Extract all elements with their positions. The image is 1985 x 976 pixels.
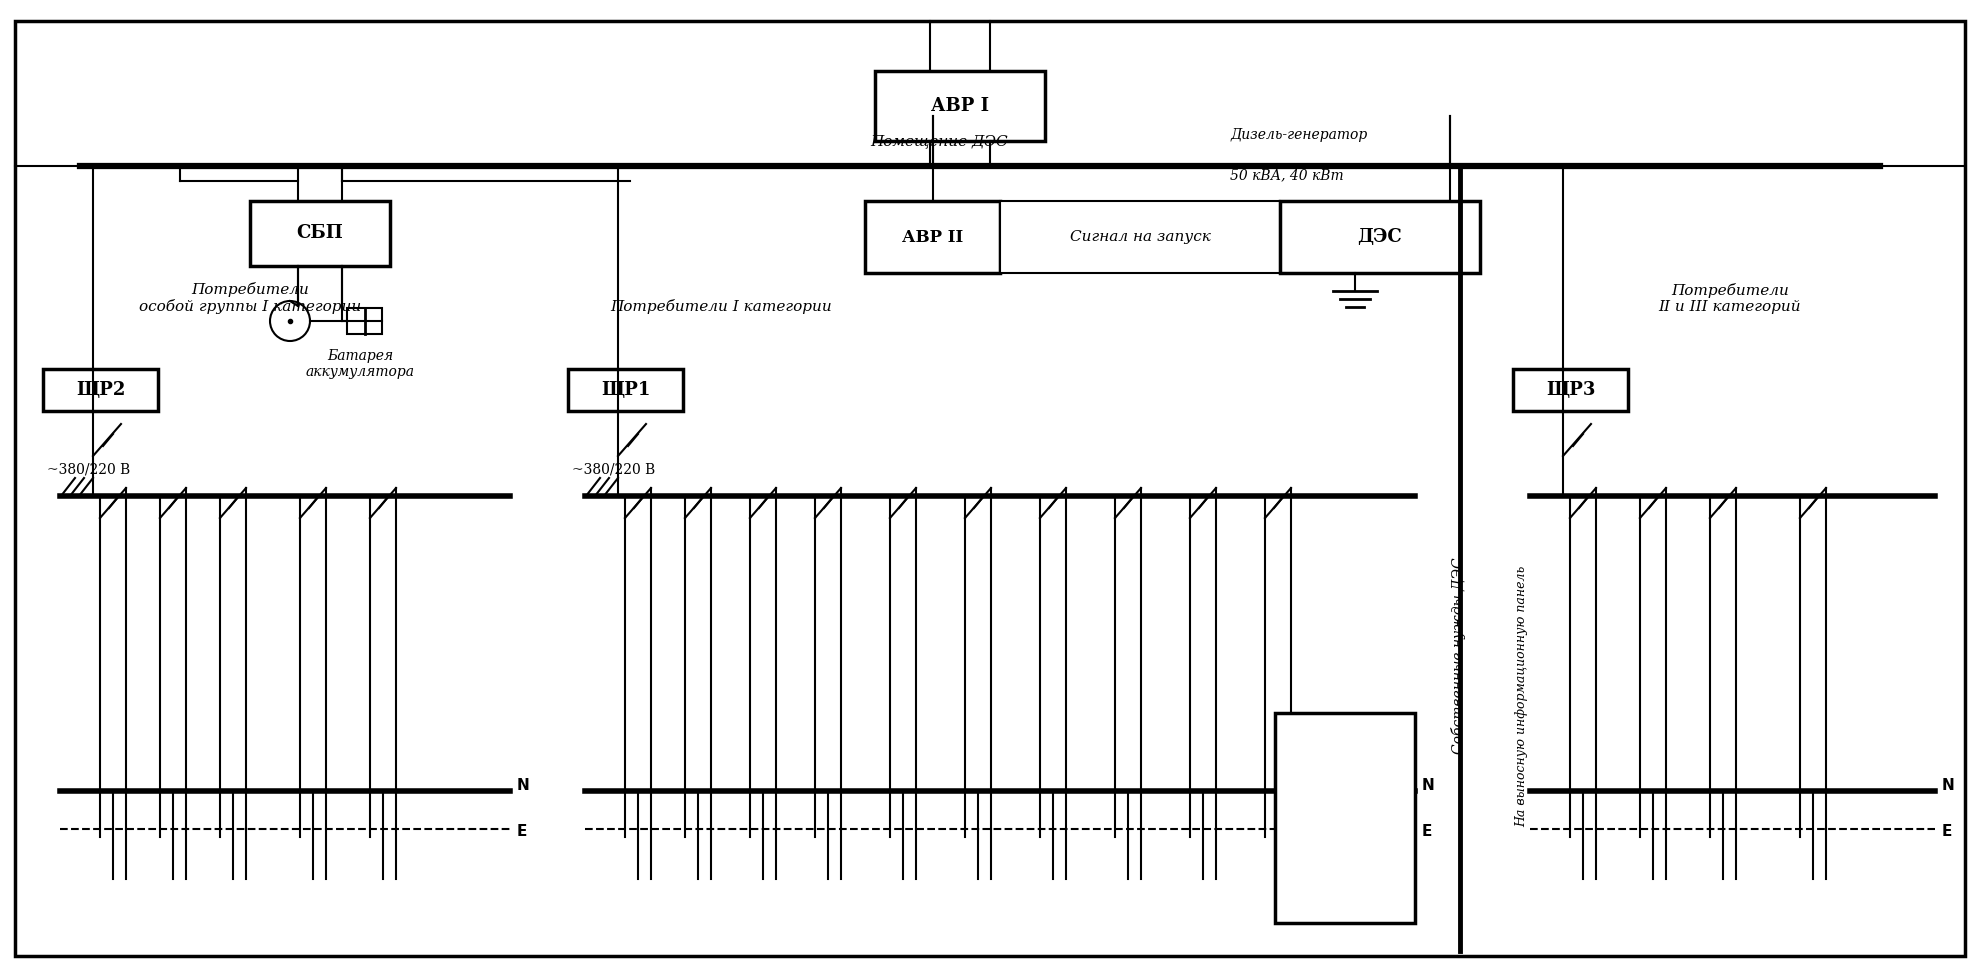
Bar (1505, 361, 1959, 951)
Text: Потребители
особой группы I категории: Потребители особой группы I категории (139, 282, 361, 314)
Text: Сигнал на запуск: Сигнал на запуск (1070, 230, 1211, 244)
Bar (250, 201, 389, 266)
Text: ~380/220 В: ~380/220 В (48, 463, 131, 477)
Bar (1274, 713, 1415, 923)
Text: N: N (516, 779, 530, 793)
Text: Помещение ДЭС: Помещение ДЭС (869, 134, 1008, 148)
Bar (875, 71, 1044, 141)
Text: Батарея
аккумулятора: Батарея аккумулятора (306, 349, 415, 380)
Bar (347, 308, 381, 334)
Text: СБП: СБП (296, 224, 343, 242)
Text: ЩР3: ЩР3 (1546, 381, 1596, 399)
Text: Потребители I категории: Потребители I категории (609, 299, 832, 314)
Bar (36, 361, 536, 951)
Bar (44, 369, 159, 411)
Text: Дизель-генератор: Дизель-генератор (1231, 128, 1368, 142)
Text: 50 кВА, 40 кВт: 50 кВА, 40 кВт (1231, 168, 1344, 182)
Bar (865, 201, 1000, 273)
Bar (568, 369, 683, 411)
Text: ДЭС: ДЭС (1358, 228, 1401, 246)
Bar (1280, 201, 1481, 273)
Text: На выносную информационную панель: На выносную информационную панель (1515, 565, 1528, 827)
Text: E: E (516, 824, 528, 838)
Text: N: N (1421, 779, 1435, 793)
Text: АВР I: АВР I (931, 97, 989, 115)
Text: ~380/220 В: ~380/220 В (572, 463, 655, 477)
Bar (1513, 369, 1628, 411)
Text: E: E (1941, 824, 1953, 838)
Text: N: N (1941, 779, 1955, 793)
Bar (151, 181, 629, 366)
Bar (560, 361, 1439, 951)
Bar (850, 116, 1550, 291)
Text: ЩР2: ЩР2 (75, 381, 125, 399)
Text: АВР II: АВР II (901, 228, 963, 246)
Text: E: E (1421, 824, 1433, 838)
Bar (1000, 201, 1280, 273)
Text: ЩР1: ЩР1 (601, 381, 651, 399)
Text: Собственные нужды ДЭС: Собственные нужды ДЭС (1451, 557, 1465, 754)
Text: Потребители
II и III категорий: Потребители II и III категорий (1659, 283, 1800, 314)
